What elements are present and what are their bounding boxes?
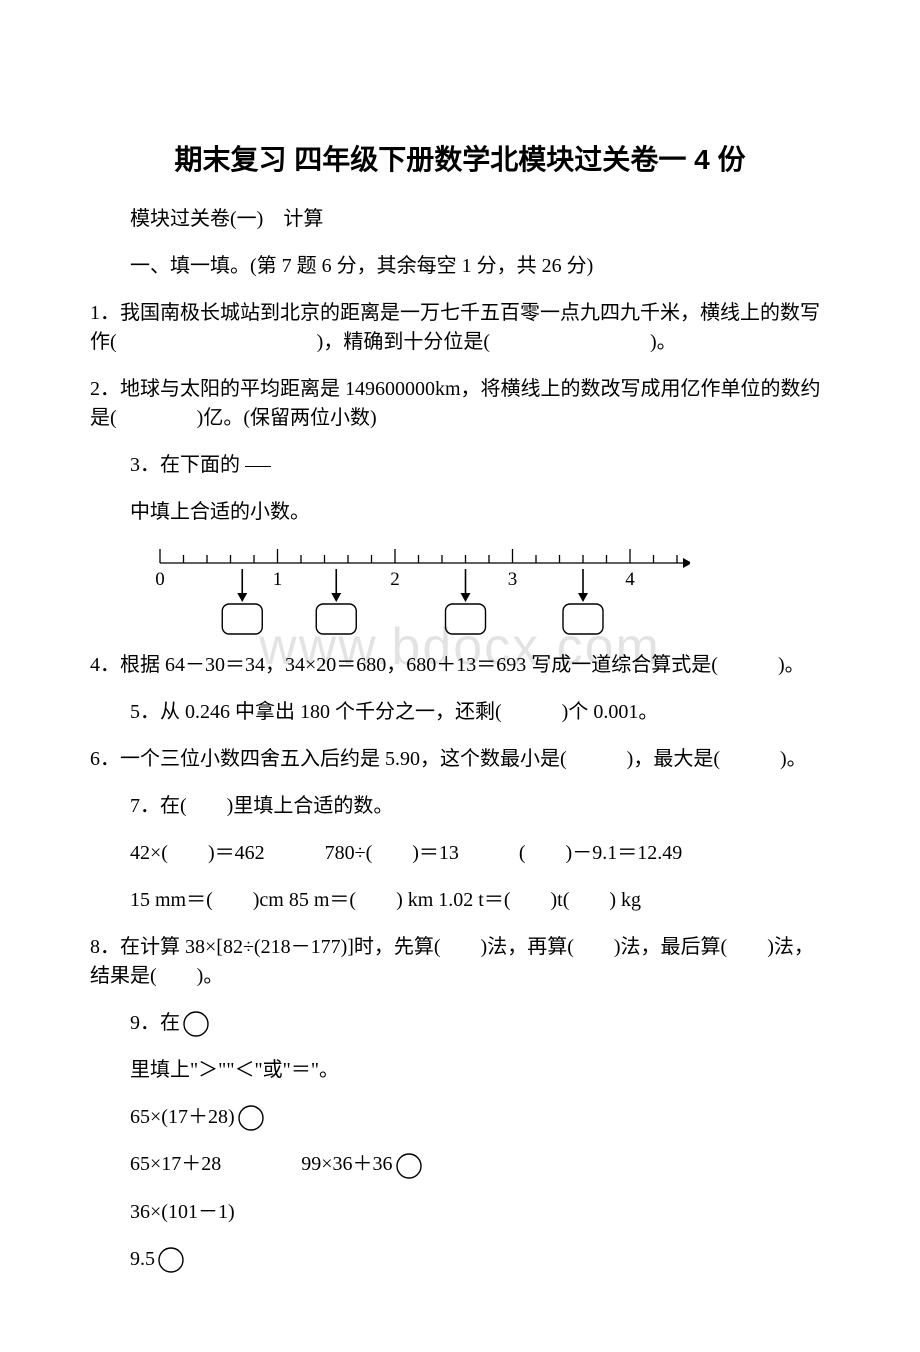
dash-icon <box>245 466 271 467</box>
question-9f-text: 9.5 <box>130 1248 155 1270</box>
question-2: 2．地球与太阳的平均距离是 149600000km，将横线上的数改写成用亿作单位… <box>90 375 830 433</box>
question-9-line5: 36×(101－1) <box>90 1198 830 1227</box>
question-2-text: 2．地球与太阳的平均距离是 149600000km，将横线上的数改写成用亿作单位… <box>90 378 821 429</box>
circle-icon <box>182 1010 210 1038</box>
circle-icon <box>395 1152 423 1180</box>
question-9a-text: 9．在 <box>130 1012 180 1034</box>
question-3-line1: 3．在下面的 <box>90 451 830 480</box>
question-7a: 7．在( )里填上合适的数。 <box>90 792 830 821</box>
question-9-line1: 9．在 <box>90 1009 830 1038</box>
number-line-svg: 0 1 2 3 4 <box>130 545 690 637</box>
question-3a-text: 3．在下面的 <box>130 454 240 476</box>
question-7c: 15 mm＝( )cm 85 m＝( ) km 1.02 t＝( )t( ) k… <box>90 886 830 915</box>
doc-title: 期末复习 四年级下册数学北模块过关卷一 4 份 <box>90 140 830 181</box>
question-1-text: 1．我国南极长城站到北京的距离是一万七千五百零一点九四九千米，横线上的数写作( … <box>90 302 820 353</box>
question-9-line2: 里填上"＞""＜"或"＝"。 <box>90 1056 830 1085</box>
question-9c-text: 65×(17＋28) <box>130 1106 235 1128</box>
question-9-line3: 65×(17＋28) <box>90 1103 830 1132</box>
circle-icon <box>237 1104 265 1132</box>
question-6-text: 6．一个三位小数四舍五入后约是 5.90，这个数最小是( )，最大是( )。 <box>90 748 807 770</box>
section-1-heading: 一、填一填。(第 7 题 6 分，其余每空 1 分，共 26 分) <box>90 252 830 281</box>
svg-text:0: 0 <box>155 569 165 590</box>
svg-text:4: 4 <box>625 569 635 590</box>
question-7b: 42×( )＝462 780÷( )＝13 ( )－9.1＝12.49 <box>90 839 830 868</box>
question-1: 1．我国南极长城站到北京的距离是一万七千五百零一点九四九千米，横线上的数写作( … <box>90 299 830 357</box>
subtitle: 模块过关卷(一) 计算 <box>90 205 830 234</box>
question-8: 8．在计算 38×[82÷(218－177)]时，先算( )法，再算( )法，最… <box>90 933 830 991</box>
circle-icon <box>157 1246 185 1274</box>
svg-text:1: 1 <box>273 569 283 590</box>
svg-text:3: 3 <box>508 569 518 590</box>
question-4: 4．根据 64－30＝34，34×20＝680，680＋13＝693 写成一道综… <box>90 651 830 680</box>
question-9d-text: 65×17＋28 99×36＋36 <box>130 1153 393 1175</box>
number-line-figure: 0 1 2 3 4 <box>130 545 830 637</box>
svg-text:2: 2 <box>390 569 400 590</box>
question-9-line6: 9.5 <box>90 1245 830 1274</box>
question-9-line4: 65×17＋28 99×36＋36 <box>90 1150 830 1179</box>
question-4-text: 4．根据 64－30＝34，34×20＝680，680＋13＝693 写成一道综… <box>90 654 805 676</box>
question-3-line2: 中填上合适的小数。 <box>90 498 830 527</box>
question-6: 6．一个三位小数四舍五入后约是 5.90，这个数最小是( )，最大是( )。 <box>90 745 830 774</box>
question-5: 5．从 0.246 中拿出 180 个千分之一，还剩( )个 0.001。 <box>90 698 830 727</box>
question-8-text: 8．在计算 38×[82÷(218－177)]时，先算( )法，再算( )法，最… <box>90 936 814 987</box>
